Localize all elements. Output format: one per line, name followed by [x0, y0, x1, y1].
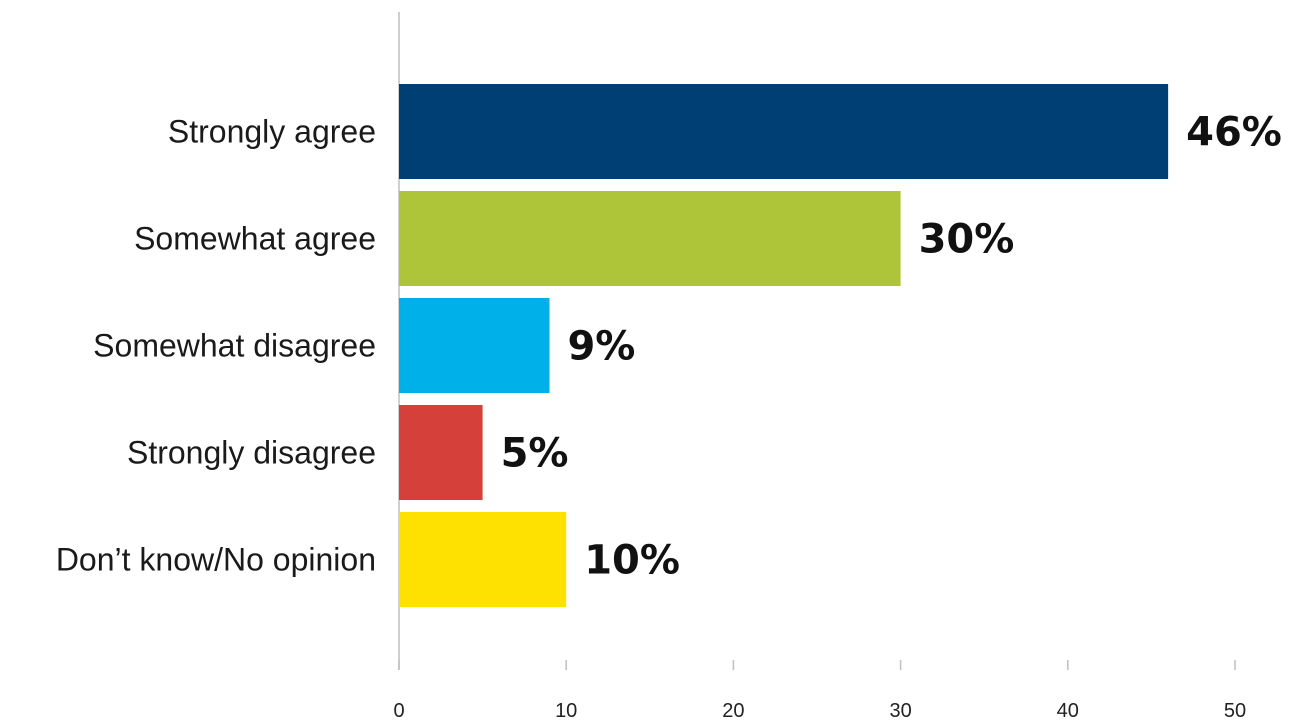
x-tick-label: 0	[393, 700, 404, 721]
bar-4	[399, 512, 567, 607]
bar-3	[399, 405, 483, 500]
value-label: 30%	[919, 217, 1015, 263]
chart-bars	[399, 84, 1169, 607]
chart-labels: Strongly agree 46% Somewhat agree 30% Somewh…	[56, 110, 1282, 584]
bar-0	[399, 84, 1169, 179]
x-tick-label: 10	[555, 700, 577, 721]
category-label: Strongly agree	[168, 114, 376, 150]
value-label: 46%	[1186, 110, 1282, 156]
category-label: Strongly disagree	[127, 435, 376, 471]
value-label: 10%	[584, 538, 680, 584]
category-label: Somewhat disagree	[93, 328, 376, 364]
bar-1	[399, 191, 901, 286]
category-label: Somewhat agree	[134, 221, 376, 257]
x-tick-label: 40	[1057, 700, 1079, 721]
x-tick-label: 50	[1224, 700, 1246, 721]
value-label: 5%	[501, 431, 569, 477]
x-tick-label: 30	[889, 700, 911, 721]
value-label: 9%	[567, 324, 635, 370]
category-label: Don’t know/No opinion	[56, 542, 376, 578]
bar-2	[399, 298, 550, 393]
x-tick-label: 20	[722, 700, 744, 721]
